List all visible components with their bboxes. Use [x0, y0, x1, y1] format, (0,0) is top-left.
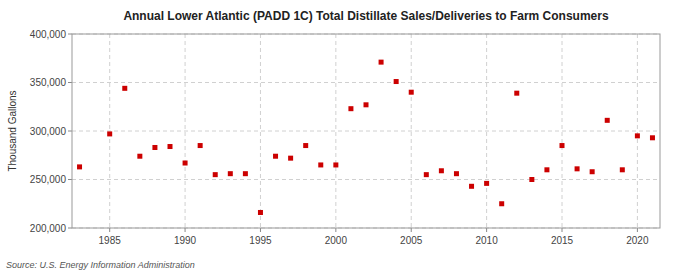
data-point: [439, 168, 444, 173]
data-point: [107, 131, 112, 136]
data-point: [77, 164, 82, 169]
data-point: [575, 166, 580, 171]
data-point: [243, 171, 248, 176]
tick-mark: [68, 131, 72, 132]
data-point: [258, 210, 263, 215]
grid-line: [72, 82, 660, 83]
tick-mark: [637, 228, 638, 232]
data-point: [409, 90, 414, 95]
tick-mark: [109, 228, 110, 232]
data-point: [590, 169, 595, 174]
data-point: [228, 171, 233, 176]
chart: Annual Lower Atlantic (PADD 1C) Total Di…: [0, 0, 675, 275]
data-point: [484, 181, 489, 186]
data-point: [544, 167, 549, 172]
tick-mark: [68, 34, 72, 35]
grid-line: [72, 179, 660, 180]
tick-mark: [68, 228, 72, 229]
data-point: [348, 106, 353, 111]
tick-mark: [260, 228, 261, 232]
tick-label: 2005: [400, 235, 423, 246]
data-point: [650, 135, 655, 140]
grid-line: [260, 34, 261, 228]
data-point: [183, 161, 188, 166]
tick-mark: [68, 82, 72, 83]
tick-mark: [486, 228, 487, 232]
plot-frame: [72, 34, 660, 228]
data-point: [273, 154, 278, 159]
grid-line: [72, 131, 660, 132]
tick-label: 1995: [249, 235, 272, 246]
tick-label: 400,000: [30, 29, 67, 40]
data-point: [364, 102, 369, 107]
title: Annual Lower Atlantic (PADD 1C) Total Di…: [123, 9, 609, 23]
tick-label: 250,000: [30, 174, 67, 185]
grid-line: [335, 34, 336, 228]
data-point: [168, 144, 173, 149]
tick-label: 2015: [551, 235, 574, 246]
data-point: [379, 60, 384, 65]
tick-label: 2010: [475, 235, 498, 246]
data-point: [333, 162, 338, 167]
grid-line: [637, 34, 638, 228]
data-point: [318, 162, 323, 167]
grid-line: [486, 34, 487, 228]
tick-label: 1985: [99, 235, 122, 246]
data-point: [454, 171, 459, 176]
data-point: [469, 184, 474, 189]
data-point: [152, 145, 157, 150]
data-point: [122, 86, 127, 91]
data-point: [137, 154, 142, 159]
tick-label: 350,000: [30, 77, 67, 88]
data-point: [560, 143, 565, 148]
data-point: [198, 143, 203, 148]
tick-label: 200,000: [30, 223, 67, 234]
grid-line: [185, 34, 186, 228]
tick-mark: [411, 228, 412, 232]
grid-line: [562, 34, 563, 228]
data-point: [605, 118, 610, 123]
data-point: [303, 143, 308, 148]
plot-area: [72, 34, 660, 228]
data-point: [394, 79, 399, 84]
tick-mark: [68, 179, 72, 180]
data-point: [529, 177, 534, 182]
grid-line: [411, 34, 412, 228]
tick-label: 2020: [626, 235, 649, 246]
data-point: [620, 167, 625, 172]
data-point: [288, 156, 293, 161]
tick-label: 300,000: [30, 126, 67, 137]
tick-label: 1990: [174, 235, 197, 246]
grid-line: [109, 34, 110, 228]
data-point: [635, 133, 640, 138]
tick-mark: [185, 228, 186, 232]
data-points: [77, 60, 655, 215]
tick-mark: [335, 228, 336, 232]
tick-mark: [562, 228, 563, 232]
data-point: [213, 172, 218, 177]
tick-label: 2000: [325, 235, 348, 246]
data-point: [499, 201, 504, 206]
data-point: [514, 91, 519, 96]
data-point: [424, 172, 429, 177]
y-axis-label: Thousand Gallons: [7, 90, 18, 171]
source-note: Source: U.S. Energy Information Administ…: [6, 260, 195, 270]
